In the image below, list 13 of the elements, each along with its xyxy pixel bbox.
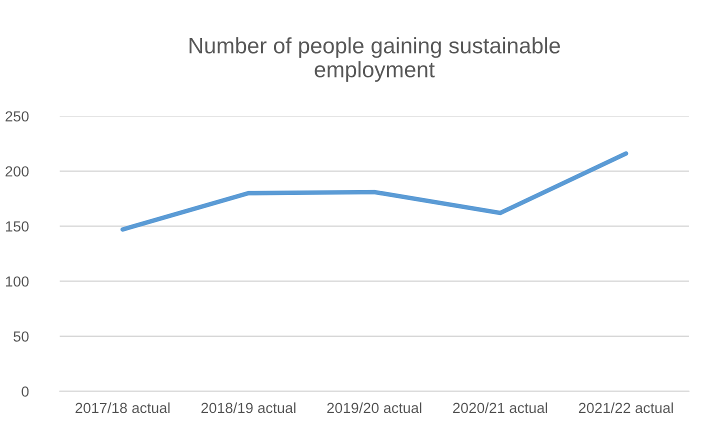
x-tick-label: 2017/18 actual <box>76 402 170 414</box>
y-tick-label: 250 <box>6 111 29 122</box>
x-tick-label: 2019/20 actual <box>327 402 422 414</box>
x-tick-label: 2018/19 actual <box>201 402 296 414</box>
y-tick-label: 50 <box>14 331 29 342</box>
y-tick-label: 0 <box>22 386 29 397</box>
y-tick-label: 200 <box>6 166 29 177</box>
chart-title: Number of people gaining sustainable employment <box>190 37 560 82</box>
x-tick-label: 2021/22 actual <box>578 402 673 414</box>
line-series <box>120 151 628 232</box>
y-tick-label: 150 <box>6 221 29 232</box>
x-tick-label: 2020/21 actual <box>453 402 548 414</box>
y-tick-label: 100 <box>6 276 29 287</box>
